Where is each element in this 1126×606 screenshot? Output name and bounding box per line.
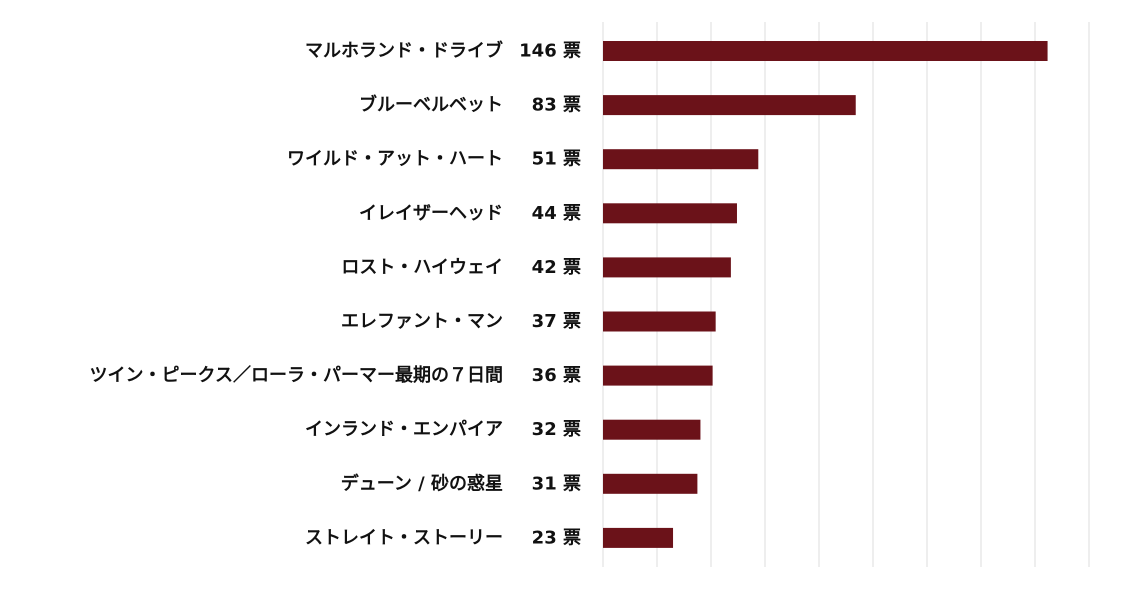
bar: [603, 311, 716, 332]
category-label: ワイルド・アット・ハート: [287, 149, 503, 170]
category-label: ロスト・ハイウェイ: [341, 257, 503, 278]
value-label: 42 票: [532, 257, 581, 278]
bar: [603, 149, 759, 170]
value-label: 23 票: [532, 527, 581, 548]
value-label: 37 票: [532, 311, 581, 332]
value-label: 51 票: [532, 149, 581, 170]
category-label: ストレイト・ストーリー: [305, 527, 503, 548]
value-label: 36 票: [532, 365, 581, 386]
value-label: 31 票: [532, 473, 581, 494]
category-label: エレファント・マン: [341, 311, 503, 332]
bar: [603, 419, 701, 440]
category-label: イレイザーヘッド: [359, 203, 503, 224]
bar: [603, 473, 698, 494]
bar: [603, 95, 856, 116]
bar: [603, 527, 674, 548]
category-label: インランド・エンパイア: [305, 419, 503, 440]
bar: [603, 203, 737, 224]
value-label: 32 票: [532, 419, 581, 440]
value-label: 44 票: [532, 203, 581, 224]
bar-layer: [603, 41, 1048, 548]
bar: [603, 41, 1048, 61]
bar: [603, 365, 713, 386]
category-label: ブルーベルベット: [359, 94, 503, 116]
category-label: マルホランド・ドライブ: [305, 40, 503, 62]
bar: [603, 257, 731, 278]
category-label: デューン / 砂の惑星: [341, 472, 503, 494]
value-label: 146 票: [519, 41, 581, 62]
value-label: 83 票: [532, 95, 581, 116]
category-label: ツイン・ピークス／ローラ・パーマー最期の７日間: [90, 365, 503, 386]
